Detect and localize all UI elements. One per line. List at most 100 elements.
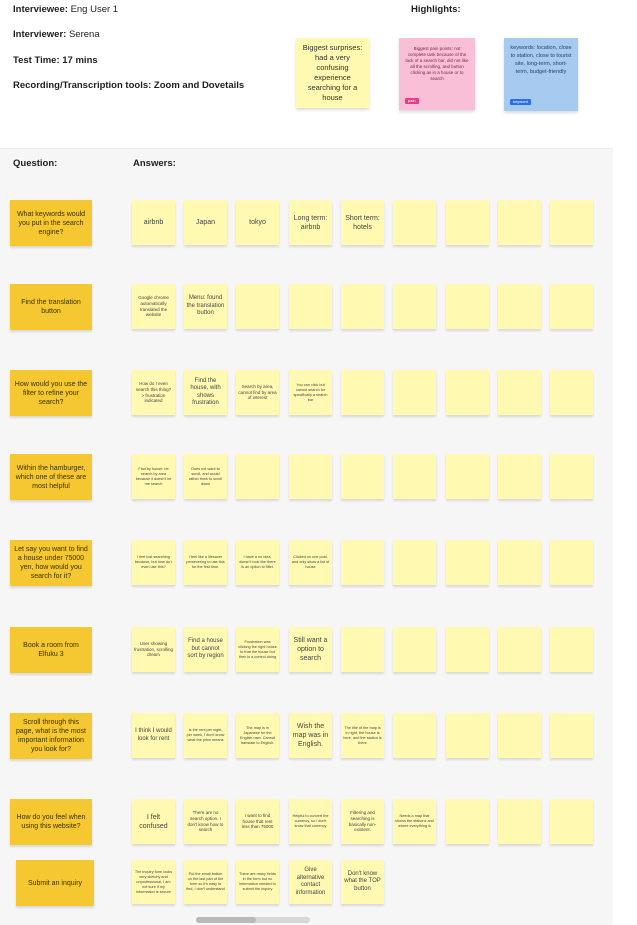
answer-note[interactable]: Give alternative contact information — [289, 860, 332, 904]
empty-answer-note[interactable] — [393, 284, 436, 329]
answer-note[interactable]: Still want a option to search — [289, 627, 332, 672]
empty-answer-note[interactable] — [341, 454, 384, 499]
empty-answer-note[interactable] — [446, 454, 489, 499]
empty-answer-note[interactable] — [236, 284, 279, 329]
answer-note[interactable]: Search by area, cannot find by area of i… — [236, 370, 279, 415]
answer-note[interactable]: Japan — [184, 200, 227, 245]
answer-note[interactable]: You can click but cannot search for spec… — [289, 370, 332, 415]
empty-answer-note[interactable] — [341, 540, 384, 585]
empty-answer-note[interactable] — [446, 370, 489, 415]
answer-note[interactable]: airbnb — [132, 200, 175, 245]
empty-answer-note[interactable] — [393, 713, 436, 758]
answer-note[interactable]: There are many fields in the form but no… — [236, 860, 279, 904]
empty-answer-note[interactable] — [289, 284, 332, 329]
interview-header: Interviewee: Eng User 1 Interviewer: Ser… — [0, 0, 613, 148]
empty-answer-note[interactable] — [550, 540, 593, 585]
answer-note[interactable]: Needs a map that shows the stations and … — [393, 799, 436, 844]
answer-note[interactable]: The inquiry form looks very sketchy and … — [132, 860, 175, 904]
answer-note[interactable]: Filtering and searching is basically non… — [341, 799, 384, 844]
question-note[interactable]: Find the translation button — [10, 284, 92, 330]
empty-answer-note[interactable] — [550, 200, 593, 245]
empty-answer-note[interactable] — [393, 200, 436, 245]
empty-answer-note[interactable] — [550, 370, 593, 415]
interview-row: Submit an inquiry The inquiry form looks … — [0, 860, 613, 910]
empty-answer-note[interactable] — [550, 799, 593, 844]
answer-note[interactable]: I feel lost searching because, but how d… — [132, 540, 175, 585]
answer-note[interactable]: I felt confused — [132, 799, 175, 844]
interviewer-label: Interviewer: — [13, 29, 67, 40]
highlight-note-surprises[interactable]: Biggest surprises: had a very confusing … — [296, 38, 369, 108]
interview-row: Find the translation button Google chrome… — [0, 284, 613, 334]
empty-answer-note[interactable] — [498, 284, 541, 329]
question-note[interactable]: How do you feel when using this website? — [10, 799, 92, 845]
scrollbar-thumb[interactable] — [196, 917, 256, 923]
empty-answer-note[interactable] — [341, 627, 384, 672]
empty-answer-note[interactable] — [446, 284, 489, 329]
question-note[interactable]: How would you use the filter to refine y… — [10, 370, 92, 416]
empty-answer-note[interactable] — [498, 370, 541, 415]
empty-answer-note[interactable] — [446, 540, 489, 585]
answer-note[interactable]: Menu: found the translation button — [184, 284, 227, 329]
interviewer-value: Serena — [68, 29, 100, 40]
empty-answer-note[interactable] — [498, 713, 541, 758]
answer-note[interactable]: Long term: airbnb — [289, 200, 332, 245]
question-note[interactable]: Scroll through this page, what is the mo… — [10, 713, 92, 759]
answer-note[interactable]: Don't know what the TOP button — [341, 860, 384, 904]
answer-note[interactable]: Does not want to scroll, and would rathe… — [184, 454, 227, 499]
answer-note[interactable]: I think I would look for rent — [132, 713, 175, 758]
answer-note[interactable]: Frustration was clicking the right house… — [236, 627, 279, 672]
test-time: Test Time: 17 mins — [13, 55, 98, 66]
answer-note[interactable]: Clicked on one post, and only show a lis… — [289, 540, 332, 585]
empty-answer-note[interactable] — [446, 200, 489, 245]
answer-note[interactable]: Wish the map was in English. — [289, 713, 332, 758]
empty-answer-note[interactable] — [341, 370, 384, 415]
question-note[interactable]: Within the hamburger, which one of these… — [10, 454, 92, 500]
answer-note[interactable]: The map is in Japanese for the English u… — [236, 713, 279, 758]
empty-answer-note[interactable] — [393, 627, 436, 672]
empty-answer-note[interactable] — [446, 799, 489, 844]
answer-note[interactable]: Helpful to convert the currency, so I do… — [289, 799, 332, 844]
empty-answer-note[interactable] — [498, 540, 541, 585]
answer-note[interactable]: I have a no idea, doesn't look like ther… — [236, 540, 279, 585]
highlight-note-pain-points[interactable]: Biggest pain points: not complete task b… — [399, 38, 475, 110]
highlight-note-text: Biggest surprises: had a very confusing … — [302, 43, 363, 102]
answer-note[interactable]: tokyo — [236, 200, 279, 245]
question-note[interactable]: Let say you want to find a house under 7… — [10, 540, 92, 586]
answer-note[interactable]: I feel like a lifesaver persevering to u… — [184, 540, 227, 585]
highlight-note-keywords[interactable]: keywords: location, close to station, cl… — [504, 38, 578, 111]
empty-answer-note[interactable] — [393, 540, 436, 585]
answer-note[interactable]: The title of the map is in right, the ho… — [341, 713, 384, 758]
empty-answer-note[interactable] — [550, 454, 593, 499]
empty-answer-note[interactable] — [393, 370, 436, 415]
empty-answer-note[interactable] — [289, 454, 332, 499]
empty-answer-note[interactable] — [498, 627, 541, 672]
answer-note[interactable]: I want to find house that rent less than… — [236, 799, 279, 844]
answer-note[interactable]: How do I even search this thing? > frust… — [132, 370, 175, 415]
answer-note[interactable]: Put the email button on the last part of… — [184, 860, 227, 904]
empty-answer-note[interactable] — [446, 713, 489, 758]
answer-note[interactable]: User showing frustration, scrolling drea… — [132, 627, 175, 672]
empty-answer-note[interactable] — [498, 799, 541, 844]
answer-note[interactable]: Is the rent per night, per week, I don't… — [184, 713, 227, 758]
answer-note[interactable]: There are no search option. I don't know… — [184, 799, 227, 844]
empty-answer-note[interactable] — [550, 284, 593, 329]
empty-answer-note[interactable] — [498, 454, 541, 499]
empty-answer-note[interactable] — [550, 713, 593, 758]
empty-answer-note[interactable] — [341, 284, 384, 329]
answer-note[interactable]: Short term: hotels — [341, 200, 384, 245]
interviewee-line: Interviewee: Eng User 1 — [13, 4, 118, 16]
interview-row: What keywords would you put in the searc… — [0, 200, 613, 250]
question-note[interactable]: Book a room from Elfuku 3 — [10, 627, 92, 673]
empty-answer-note[interactable] — [498, 200, 541, 245]
answer-note[interactable]: Find by house: be search by area because… — [132, 454, 175, 499]
empty-answer-note[interactable] — [393, 454, 436, 499]
answer-note[interactable]: Google chrome automatically translated t… — [132, 284, 175, 329]
answer-note[interactable]: Find the house, with shows frustration — [184, 370, 227, 415]
empty-answer-note[interactable] — [236, 454, 279, 499]
empty-answer-note[interactable] — [550, 627, 593, 672]
question-note[interactable]: What keywords would you put in the searc… — [10, 200, 92, 246]
interview-row: Book a room from Elfuku 3 User showing fr… — [0, 627, 613, 677]
empty-answer-note[interactable] — [446, 627, 489, 672]
question-note[interactable]: Submit an inquiry — [16, 860, 94, 906]
answer-note[interactable]: Find a house but cannot sort by region — [184, 627, 227, 672]
